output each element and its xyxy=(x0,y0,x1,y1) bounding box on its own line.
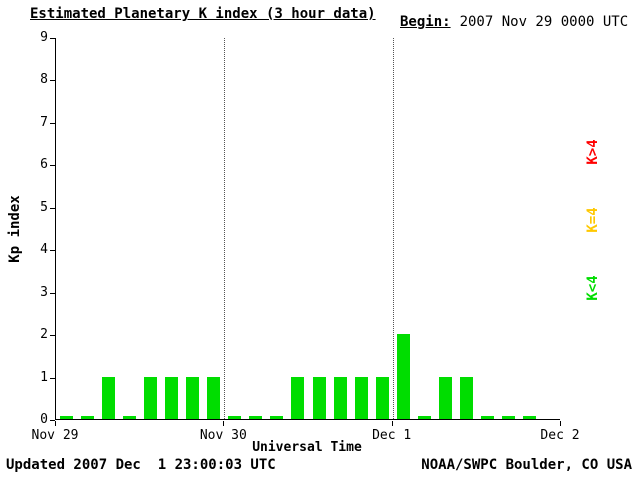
y-tick xyxy=(50,207,55,209)
plot-area xyxy=(55,38,560,420)
day-gridline xyxy=(224,38,226,419)
kp-bar xyxy=(144,377,158,419)
legend-k-gt-4: K>4 xyxy=(585,139,601,165)
y-tick xyxy=(50,292,55,294)
begin-label: Begin: xyxy=(400,14,451,30)
x-tick-label: Nov 29 xyxy=(31,428,79,443)
kp-bar xyxy=(396,334,410,419)
y-tick-label: 5 xyxy=(40,199,48,215)
x-tick-label: Dec 1 xyxy=(372,428,412,443)
x-tick xyxy=(560,421,561,426)
kp-bar xyxy=(186,377,200,419)
x-tick-label: Nov 30 xyxy=(199,428,247,443)
x-tick-label: Dec 2 xyxy=(540,428,580,443)
kp-bar xyxy=(291,377,305,419)
legend-k-lt-4: K<4 xyxy=(585,275,601,301)
chart-title: Estimated Planetary K index (3 hour data… xyxy=(30,6,376,22)
y-tick xyxy=(50,122,55,124)
kp-bar xyxy=(123,416,137,419)
kp-bar xyxy=(165,377,179,419)
y-tick xyxy=(50,420,55,421)
kp-bar xyxy=(438,377,452,419)
kp-bar xyxy=(480,416,494,419)
kp-bar xyxy=(270,416,284,419)
kp-bar xyxy=(375,377,389,419)
y-tick-label: 0 xyxy=(40,412,48,427)
kp-bar xyxy=(459,377,473,419)
y-tick xyxy=(50,165,55,167)
y-tick-label: 1 xyxy=(40,369,48,385)
begin-value: 2007 Nov 29 0000 UTC xyxy=(459,14,629,30)
y-tick-label: 4 xyxy=(40,242,48,258)
day-gridline xyxy=(392,38,394,419)
kp-bar xyxy=(207,377,221,419)
kp-bar xyxy=(228,416,242,419)
x-tick xyxy=(55,421,56,426)
y-tick-label: 3 xyxy=(40,284,48,300)
begin-time: Begin: 2007 Nov 29 0000 UTC xyxy=(400,14,628,30)
kp-bar xyxy=(102,377,116,419)
y-tick-label: 9 xyxy=(40,30,48,45)
kp-bar xyxy=(354,377,368,419)
y-tick-label: 7 xyxy=(40,114,48,130)
updated-timestamp: Updated 2007 Dec 1 23:00:03 UTC xyxy=(6,457,276,473)
y-tick xyxy=(50,335,55,337)
y-tick xyxy=(50,250,55,252)
x-tick xyxy=(391,421,393,426)
x-axis-label: Universal Time xyxy=(252,440,362,455)
y-tick xyxy=(50,80,55,82)
kp-bar xyxy=(60,416,74,419)
y-tick xyxy=(50,38,55,39)
kp-bar xyxy=(333,377,347,419)
kp-bar xyxy=(249,416,263,419)
x-tick xyxy=(223,421,225,426)
y-tick-label: 2 xyxy=(40,327,48,343)
y-axis-label: Kp index xyxy=(7,195,23,263)
y-tick-label: 6 xyxy=(40,157,48,173)
y-tick xyxy=(50,377,55,379)
kp-bar xyxy=(417,416,431,419)
kp-bar xyxy=(81,416,95,419)
kp-bar xyxy=(501,416,515,419)
y-tick-label: 8 xyxy=(40,72,48,88)
kp-bar xyxy=(522,416,536,419)
credit-text: NOAA/SWPC Boulder, CO USA xyxy=(421,457,632,473)
kp-bar xyxy=(312,377,326,419)
legend-k-eq-4: K=4 xyxy=(585,207,601,233)
